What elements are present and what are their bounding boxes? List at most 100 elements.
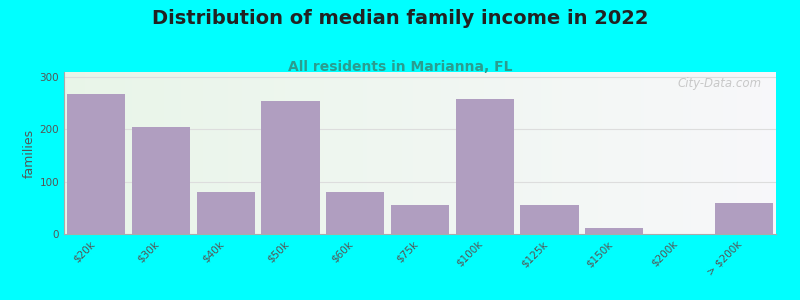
Bar — [246, 72, 249, 234]
Bar — [402, 72, 406, 234]
Bar — [174, 72, 178, 234]
Bar — [324, 72, 327, 234]
Bar — [552, 72, 555, 234]
Bar — [559, 72, 562, 234]
Bar — [270, 72, 274, 234]
Bar — [698, 72, 702, 234]
Bar — [398, 72, 402, 234]
Bar — [391, 72, 395, 234]
Bar — [299, 72, 302, 234]
Bar — [513, 72, 516, 234]
Bar — [167, 72, 171, 234]
Bar — [456, 99, 514, 234]
Bar — [498, 72, 502, 234]
Bar — [734, 72, 737, 234]
Bar — [370, 72, 374, 234]
Bar — [249, 72, 253, 234]
Bar — [737, 72, 741, 234]
Bar — [342, 72, 346, 234]
Bar — [285, 72, 288, 234]
Text: Distribution of median family income in 2022: Distribution of median family income in … — [152, 9, 648, 28]
Bar — [203, 72, 206, 234]
Bar — [150, 72, 153, 234]
Bar — [712, 72, 715, 234]
Bar — [153, 72, 157, 234]
Bar — [281, 72, 285, 234]
Bar — [538, 72, 541, 234]
Bar — [585, 228, 643, 234]
Bar — [327, 72, 331, 234]
Bar — [206, 72, 210, 234]
Bar — [395, 72, 398, 234]
Bar — [434, 72, 438, 234]
Bar — [708, 72, 712, 234]
Bar — [741, 72, 744, 234]
Bar — [666, 72, 669, 234]
Bar — [648, 72, 651, 234]
Bar — [715, 72, 719, 234]
Bar — [676, 72, 680, 234]
Bar — [334, 72, 338, 234]
Bar — [93, 72, 96, 234]
Bar — [374, 72, 378, 234]
Bar — [378, 72, 381, 234]
Bar — [192, 72, 196, 234]
Bar — [769, 72, 773, 234]
Bar — [292, 72, 295, 234]
Bar — [449, 72, 452, 234]
Bar — [462, 72, 466, 234]
Bar — [331, 72, 334, 234]
Bar — [626, 72, 630, 234]
Bar — [427, 72, 430, 234]
Bar — [566, 72, 570, 234]
Bar — [221, 72, 224, 234]
Bar — [381, 72, 385, 234]
Bar — [242, 72, 246, 234]
Bar — [637, 72, 641, 234]
Bar — [71, 72, 74, 234]
Bar — [78, 72, 82, 234]
Bar — [238, 72, 242, 234]
Bar — [217, 72, 221, 234]
Bar — [224, 72, 228, 234]
Bar — [128, 72, 132, 234]
Bar — [527, 72, 530, 234]
Bar — [612, 72, 616, 234]
Bar — [338, 72, 342, 234]
Bar — [214, 72, 217, 234]
Bar — [317, 72, 320, 234]
Bar — [260, 72, 263, 234]
Bar — [687, 72, 690, 234]
Bar — [751, 72, 754, 234]
Bar — [160, 72, 164, 234]
Bar — [705, 72, 708, 234]
Bar — [555, 72, 559, 234]
Bar — [267, 72, 270, 234]
Bar — [132, 127, 190, 234]
Bar — [82, 72, 86, 234]
Bar — [125, 72, 128, 234]
Text: City-Data.com: City-Data.com — [678, 77, 762, 90]
Bar — [100, 72, 103, 234]
Bar — [199, 72, 203, 234]
Bar — [502, 72, 506, 234]
Bar — [445, 72, 449, 234]
Bar — [509, 72, 513, 234]
Bar — [598, 72, 602, 234]
Bar — [466, 72, 470, 234]
Bar — [459, 72, 462, 234]
Bar — [391, 205, 449, 234]
Bar — [196, 72, 199, 234]
Bar — [481, 72, 484, 234]
Bar — [106, 72, 110, 234]
Bar — [683, 72, 687, 234]
Bar — [142, 72, 146, 234]
Bar — [520, 72, 523, 234]
Bar — [602, 72, 605, 234]
Bar — [609, 72, 612, 234]
Bar — [288, 72, 292, 234]
Bar — [171, 72, 174, 234]
Bar — [714, 202, 773, 234]
Bar — [580, 72, 584, 234]
Bar — [306, 72, 310, 234]
